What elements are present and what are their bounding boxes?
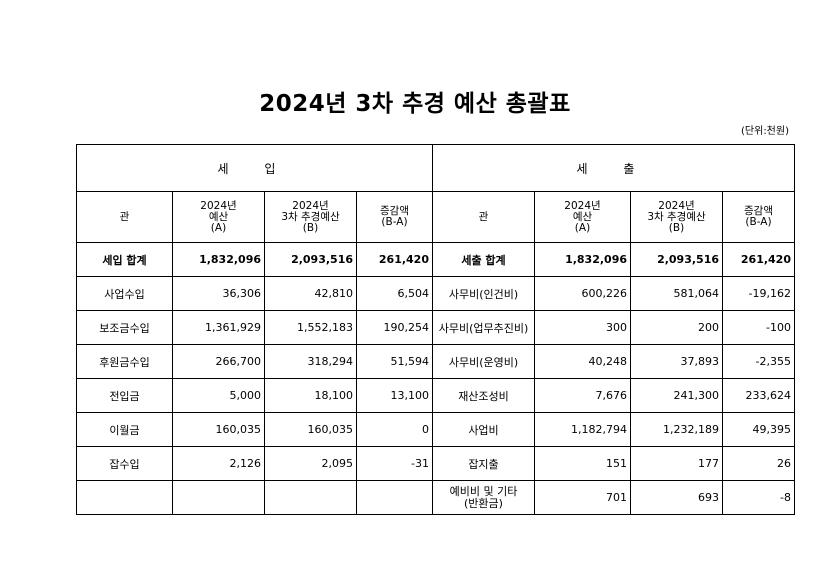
- expense-name: 세출 합계: [432, 242, 535, 277]
- col-diff-income: 증감액 (B-A): [356, 191, 433, 243]
- income-budget-b: 42,810: [264, 276, 357, 311]
- expense-budget-b: 37,893: [630, 344, 723, 379]
- expense-name: 사업비: [432, 412, 535, 447]
- expense-budget-a: 1,182,794: [534, 412, 631, 447]
- income-diff: 0: [356, 412, 433, 447]
- income-budget-a: 5,000: [172, 378, 265, 413]
- expense-diff: 233,624: [722, 378, 795, 413]
- income-name-empty: [76, 480, 173, 515]
- col-budget-a-expense: 2024년 예산 (A): [534, 191, 631, 243]
- expense-budget-a: 151: [534, 446, 631, 481]
- expense-budget-b: 241,300: [630, 378, 723, 413]
- income-diff: 13,100: [356, 378, 433, 413]
- budget-summary-table: 세 입 세 출 관 2024년 예산 (A) 2024년 3차 추경예산 (B) 증감액…: [76, 144, 795, 515]
- income-name: 이월금: [76, 412, 173, 447]
- column-header-row: 관 2024년 예산 (A) 2024년 3차 추경예산 (B) 증감액 (B-A) 관 …: [76, 191, 795, 243]
- income-budget-b: 1,552,183: [264, 310, 357, 345]
- table-row: 후원금수입 266,700 318,294 51,594 사무비(운영비) 40…: [76, 344, 795, 379]
- col-budget-b-income: 2024년 3차 추경예산 (B): [264, 191, 357, 243]
- income-name: 사업수입: [76, 276, 173, 311]
- expense-budget-b: 693: [630, 480, 723, 515]
- expense-diff: 49,395: [722, 412, 795, 447]
- expense-budget-b: 581,064: [630, 276, 723, 311]
- col-budget-b-expense: 2024년 3차 추경예산 (B): [630, 191, 723, 243]
- expense-budget-b: 177: [630, 446, 723, 481]
- page-title: 2024년 3차 추경 예산 총괄표: [259, 91, 571, 117]
- income-name: 보조금수입: [76, 310, 173, 345]
- income-budget-a: 1,832,096: [172, 242, 265, 277]
- expense-name: 사무비(인건비): [432, 276, 535, 311]
- expense-diff: 261,420: [722, 242, 795, 277]
- income-name: 전입금: [76, 378, 173, 413]
- expense-diff: 26: [722, 446, 795, 481]
- expense-budget-a: 1,832,096: [534, 242, 631, 277]
- expense-budget-b: 1,232,189: [630, 412, 723, 447]
- income-budget-a: 2,126: [172, 446, 265, 481]
- section-header-row: 세 입 세 출: [76, 144, 795, 192]
- expense-budget-a: 300: [534, 310, 631, 345]
- income-budget-b: 160,035: [264, 412, 357, 447]
- income-diff: 190,254: [356, 310, 433, 345]
- table-row: 보조금수입 1,361,929 1,552,183 190,254 사무비(업무…: [76, 310, 795, 345]
- expense-budget-b: 2,093,516: [630, 242, 723, 277]
- income-budget-b: 2,095: [264, 446, 357, 481]
- expense-name: 사무비(업무추진비): [432, 310, 535, 345]
- section-expense: 세 출: [432, 144, 795, 192]
- table-row: 예비비 및 기타 (반환금) 701 693 -8: [76, 480, 795, 515]
- income-name: 후원금수입: [76, 344, 173, 379]
- income-name: 세입 합계: [76, 242, 173, 277]
- income-budget-b-empty: [264, 480, 357, 515]
- income-diff: 51,594: [356, 344, 433, 379]
- income-diff: 261,420: [356, 242, 433, 277]
- expense-budget-a: 7,676: [534, 378, 631, 413]
- income-name: 잡수입: [76, 446, 173, 481]
- table-row: 사업수입 36,306 42,810 6,504 사무비(인건비) 600,22…: [76, 276, 795, 311]
- col-diff-expense: 증감액 (B-A): [722, 191, 795, 243]
- table-row: 잡수입 2,126 2,095 -31 잡지출 151 177 26: [76, 446, 795, 481]
- income-budget-a: 160,035: [172, 412, 265, 447]
- section-income: 세 입: [76, 144, 433, 192]
- expense-diff: -8: [722, 480, 795, 515]
- income-budget-b: 2,093,516: [264, 242, 357, 277]
- income-budget-b: 318,294: [264, 344, 357, 379]
- expense-name: 재산조성비: [432, 378, 535, 413]
- expense-budget-b: 200: [630, 310, 723, 345]
- income-budget-a: 1,361,929: [172, 310, 265, 345]
- expense-name: 잡지출: [432, 446, 535, 481]
- income-budget-b: 18,100: [264, 378, 357, 413]
- expense-diff: -19,162: [722, 276, 795, 311]
- expense-budget-a: 600,226: [534, 276, 631, 311]
- income-diff-empty: [356, 480, 433, 515]
- col-budget-a-income: 2024년 예산 (A): [172, 191, 265, 243]
- expense-budget-a: 40,248: [534, 344, 631, 379]
- income-diff: 6,504: [356, 276, 433, 311]
- income-budget-a: 266,700: [172, 344, 265, 379]
- table-row: 전입금 5,000 18,100 13,100 재산조성비 7,676 241,…: [76, 378, 795, 413]
- income-budget-a-empty: [172, 480, 265, 515]
- income-budget-a: 36,306: [172, 276, 265, 311]
- col-gwan-income: 관: [76, 191, 173, 243]
- expense-diff: -2,355: [722, 344, 795, 379]
- total-row: 세입 합계 1,832,096 2,093,516 261,420 세출 합계 …: [76, 242, 795, 277]
- table-row: 이월금 160,035 160,035 0 사업비 1,182,794 1,23…: [76, 412, 795, 447]
- income-diff: -31: [356, 446, 433, 481]
- expense-diff: -100: [722, 310, 795, 345]
- expense-budget-a: 701: [534, 480, 631, 515]
- unit-label: (단위:천원): [741, 126, 789, 137]
- expense-name: 예비비 및 기타 (반환금): [432, 480, 535, 515]
- col-gwan-expense: 관: [432, 191, 535, 243]
- expense-name: 사무비(운영비): [432, 344, 535, 379]
